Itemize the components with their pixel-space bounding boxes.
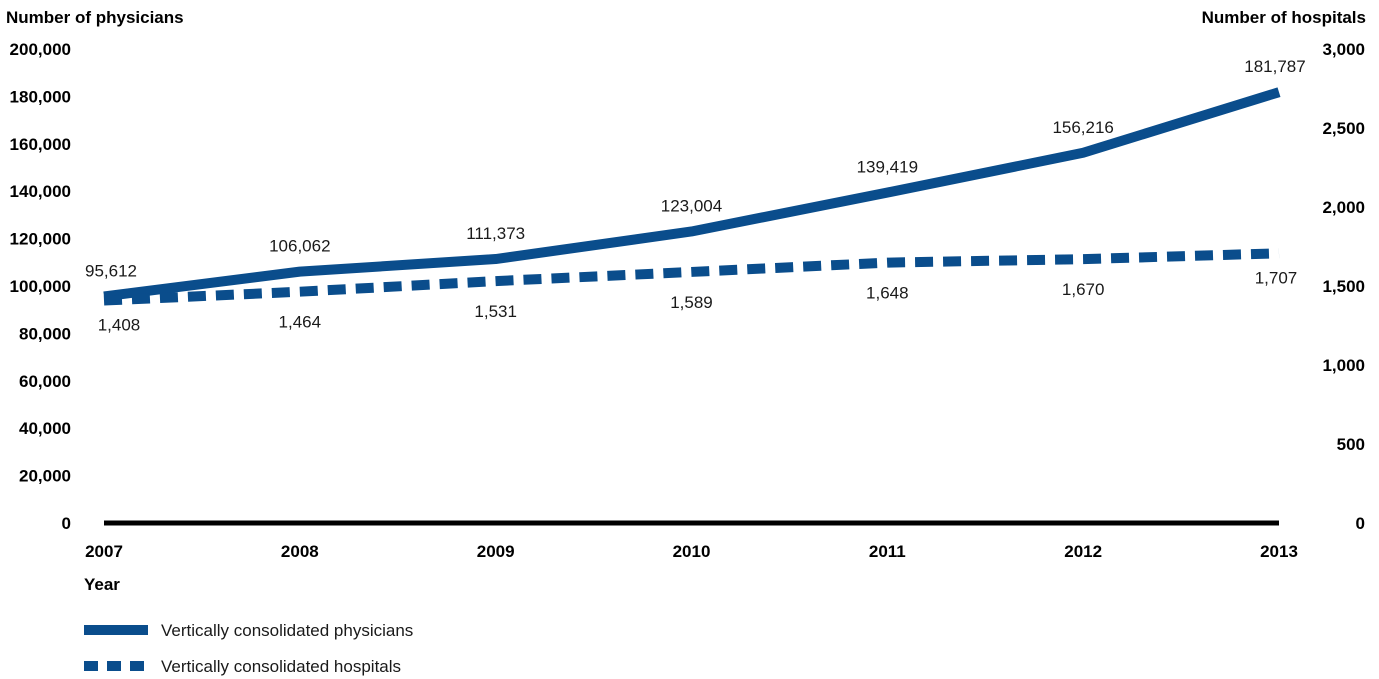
right-tick-label: 3,000 [1322,40,1365,59]
x-tick-label: 2008 [281,542,319,561]
x-tick-label: 2009 [477,542,515,561]
right-tick-label: 2,000 [1322,198,1365,217]
hospitals-data-label: 1,707 [1255,268,1298,287]
left-axis-ticks: 0 20,000 40,000 60,000 80,000 100,000 120,000 1… [10,40,71,533]
physicians-data-label: 139,419 [857,158,918,177]
legend-label-hospitals: Vertically consolidated hospitals [161,657,401,676]
legend-label-physicians: Vertically consolidated physicians [161,621,413,640]
hospitals-data-label: 1,408 [98,316,141,335]
x-tick-label: 2013 [1260,542,1298,561]
physicians-series-line [103,87,1281,302]
x-axis-title: Year [84,575,120,594]
right-tick-label: 1,500 [1322,277,1365,296]
left-tick-label: 80,000 [19,324,71,343]
right-tick-label: 500 [1337,435,1365,454]
left-tick-label: 0 [62,514,71,533]
hospitals-data-label: 1,589 [670,293,713,312]
hospitals-data-label: 1,648 [866,284,909,303]
left-tick-label: 40,000 [19,419,71,438]
x-tick-label: 2012 [1064,542,1102,561]
x-tick-label: 2011 [869,542,906,561]
physicians-data-label: 95,612 [85,261,137,280]
left-tick-label: 60,000 [19,372,71,391]
hospitals-series-line [103,248,1280,306]
left-tick-label: 200,000 [10,40,71,59]
physicians-data-label: 106,062 [269,237,330,256]
left-tick-label: 120,000 [10,230,71,249]
left-tick-label: 140,000 [10,182,71,201]
hospitals-data-label: 1,531 [474,302,517,321]
left-tick-label: 180,000 [10,87,71,106]
physicians-data-label: 111,373 [466,224,525,243]
hospitals-data-label: 1,670 [1062,280,1105,299]
left-tick-label: 100,000 [10,277,71,296]
x-tick-label: 2010 [673,542,711,561]
right-axis-ticks: 0 500 1,000 1,500 2,000 2,500 3,000 [1322,40,1365,533]
hospitals-data-label: 1,464 [279,313,322,332]
left-tick-label: 20,000 [19,467,71,486]
right-tick-label: 0 [1356,514,1365,533]
left-tick-label: 160,000 [10,135,71,154]
physicians-data-label: 156,216 [1052,118,1113,137]
physicians-data-label: 181,787 [1244,57,1305,76]
physicians-data-label: 123,004 [661,196,722,215]
left-axis-title: Number of physicians [6,8,184,27]
series-layer [103,87,1281,306]
legend: Vertically consolidated physicians Vertic… [84,621,413,676]
x-tick-label: 2007 [85,542,123,561]
data-labels: 95,612 106,062 111,373 123,004 139,419 156,21… [85,57,1306,334]
x-axis-ticks: 2007 2008 2009 2010 2011 2012 2013 [85,542,1298,561]
right-tick-label: 2,500 [1322,119,1365,138]
right-tick-label: 1,000 [1322,356,1365,375]
right-axis-title: Number of hospitals [1202,8,1366,27]
